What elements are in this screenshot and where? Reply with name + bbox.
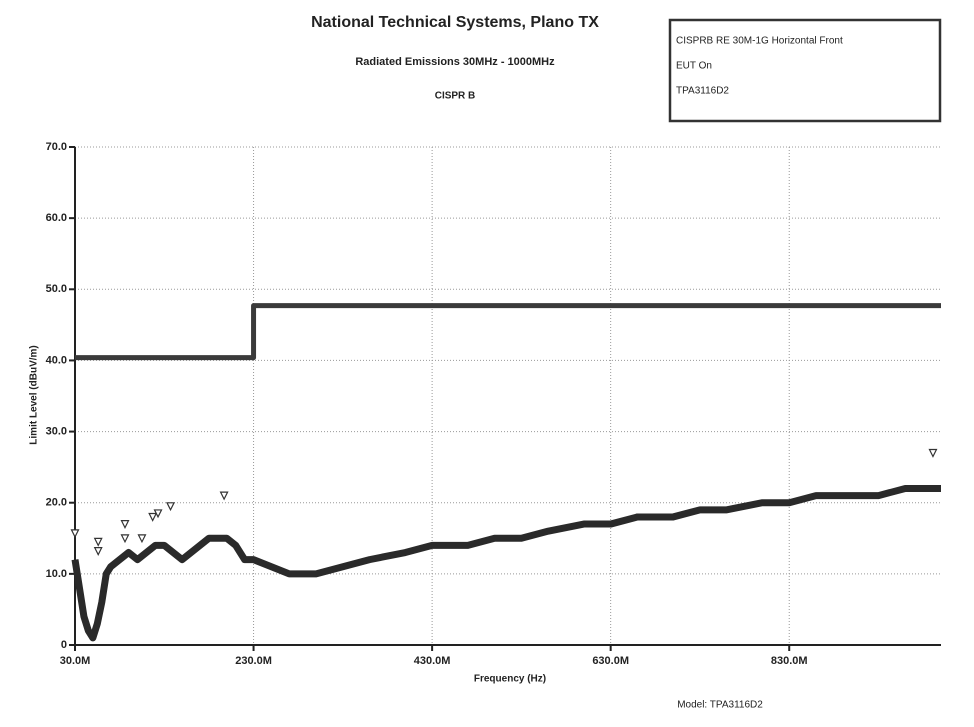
x-tick-label: 30.0M [60, 655, 91, 667]
peak-marker [137, 534, 147, 544]
peak-marker [70, 529, 80, 539]
info-line: EUT On [676, 61, 712, 72]
x-tick-label: 630.0M [592, 655, 629, 667]
y-axis-label: Limit Level (dBuV/m) [29, 345, 40, 444]
limit-name: CISPR B [435, 91, 476, 102]
peak-marker [93, 537, 103, 547]
x-axis-label: Frequency (Hz) [474, 674, 546, 685]
chart-subtitle: Radiated Emissions 30MHz - 1000MHz [355, 56, 555, 68]
limit-line [75, 303, 941, 361]
y-tick-label: 40.0 [46, 354, 67, 366]
emission-trace [71, 484, 941, 642]
x-tick-label: 230.0M [235, 655, 272, 667]
info-line: CISPRB RE 30M-1G Horizontal Front [676, 36, 843, 47]
peak-marker [928, 448, 938, 458]
y-tick-label: 60.0 [46, 212, 67, 224]
x-tick-label: 830.0M [771, 655, 808, 667]
y-tick-label: 0 [61, 639, 67, 651]
peak-marker [219, 491, 229, 501]
footer: Model: TPA3116D2 [677, 700, 763, 711]
peak-marker [93, 547, 103, 556]
y-tick-label: 20.0 [46, 497, 67, 509]
y-tick-label: 10.0 [46, 568, 67, 580]
peak-marker [153, 509, 163, 519]
y-tick-label: 30.0 [46, 425, 67, 437]
info-line: TPA3116D2 [676, 86, 729, 97]
x-tick-label: 430.0M [414, 655, 451, 667]
chart-title: National Technical Systems, Plano TX [311, 14, 599, 31]
peak-marker [120, 534, 130, 544]
info-box [668, 18, 942, 123]
peak-marker [148, 512, 158, 522]
peak-marker [120, 520, 130, 529]
y-tick-label: 50.0 [46, 283, 67, 295]
y-tick-label: 70.0 [46, 141, 67, 153]
peak-marker [166, 502, 175, 512]
